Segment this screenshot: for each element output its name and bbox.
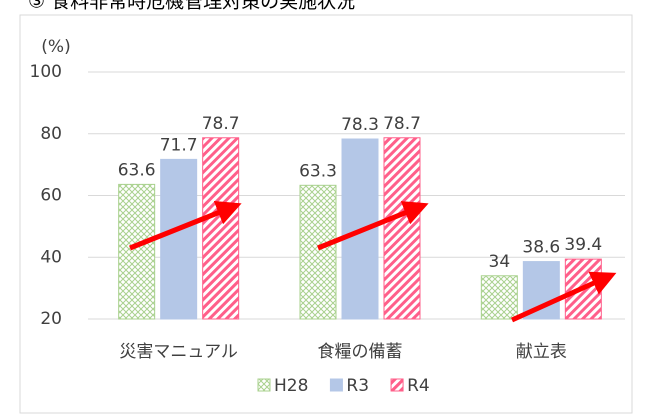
y-tick-label: 20 [40, 309, 62, 329]
bar [118, 183, 156, 320]
trend-arrows [129, 201, 617, 323]
y-tick-label: 60 [40, 186, 62, 206]
arrow [510, 271, 617, 323]
y-tick-label: 80 [40, 124, 62, 144]
legend-swatch [257, 378, 271, 392]
x-tick-label: 食糧の備蓄 [318, 342, 403, 362]
arrow [129, 201, 242, 251]
legend-swatch [329, 378, 343, 392]
bar [160, 158, 198, 320]
chart-title: ③ 食料非常時危機管理対策の実施状況 [28, 0, 355, 13]
legend-label: H28 [274, 376, 308, 396]
bar [383, 137, 421, 320]
y-tick-label: 40 [40, 247, 62, 267]
value-label: 39.4 [564, 235, 602, 255]
value-label: 38.6 [522, 238, 560, 258]
y-axis-label: (%) [41, 37, 70, 57]
value-label: 63.3 [299, 161, 337, 181]
legend-label: R3 [346, 376, 369, 396]
bar [202, 137, 240, 320]
x-tick-label: 献立表 [516, 342, 567, 362]
legend-label: R4 [407, 376, 430, 396]
y-tick-label: 100 [30, 62, 62, 82]
value-label: 78.7 [383, 114, 421, 134]
arrow [317, 201, 429, 251]
legend-swatch [390, 378, 404, 392]
value-label: 78.3 [341, 115, 379, 135]
bar [480, 275, 518, 320]
x-tick-label: 災害マニュアル [119, 342, 238, 362]
value-label: 34 [489, 252, 511, 272]
value-label: 63.6 [118, 160, 156, 180]
value-label: 78.7 [202, 114, 240, 134]
bar [299, 184, 337, 320]
value-label: 71.7 [160, 135, 198, 155]
